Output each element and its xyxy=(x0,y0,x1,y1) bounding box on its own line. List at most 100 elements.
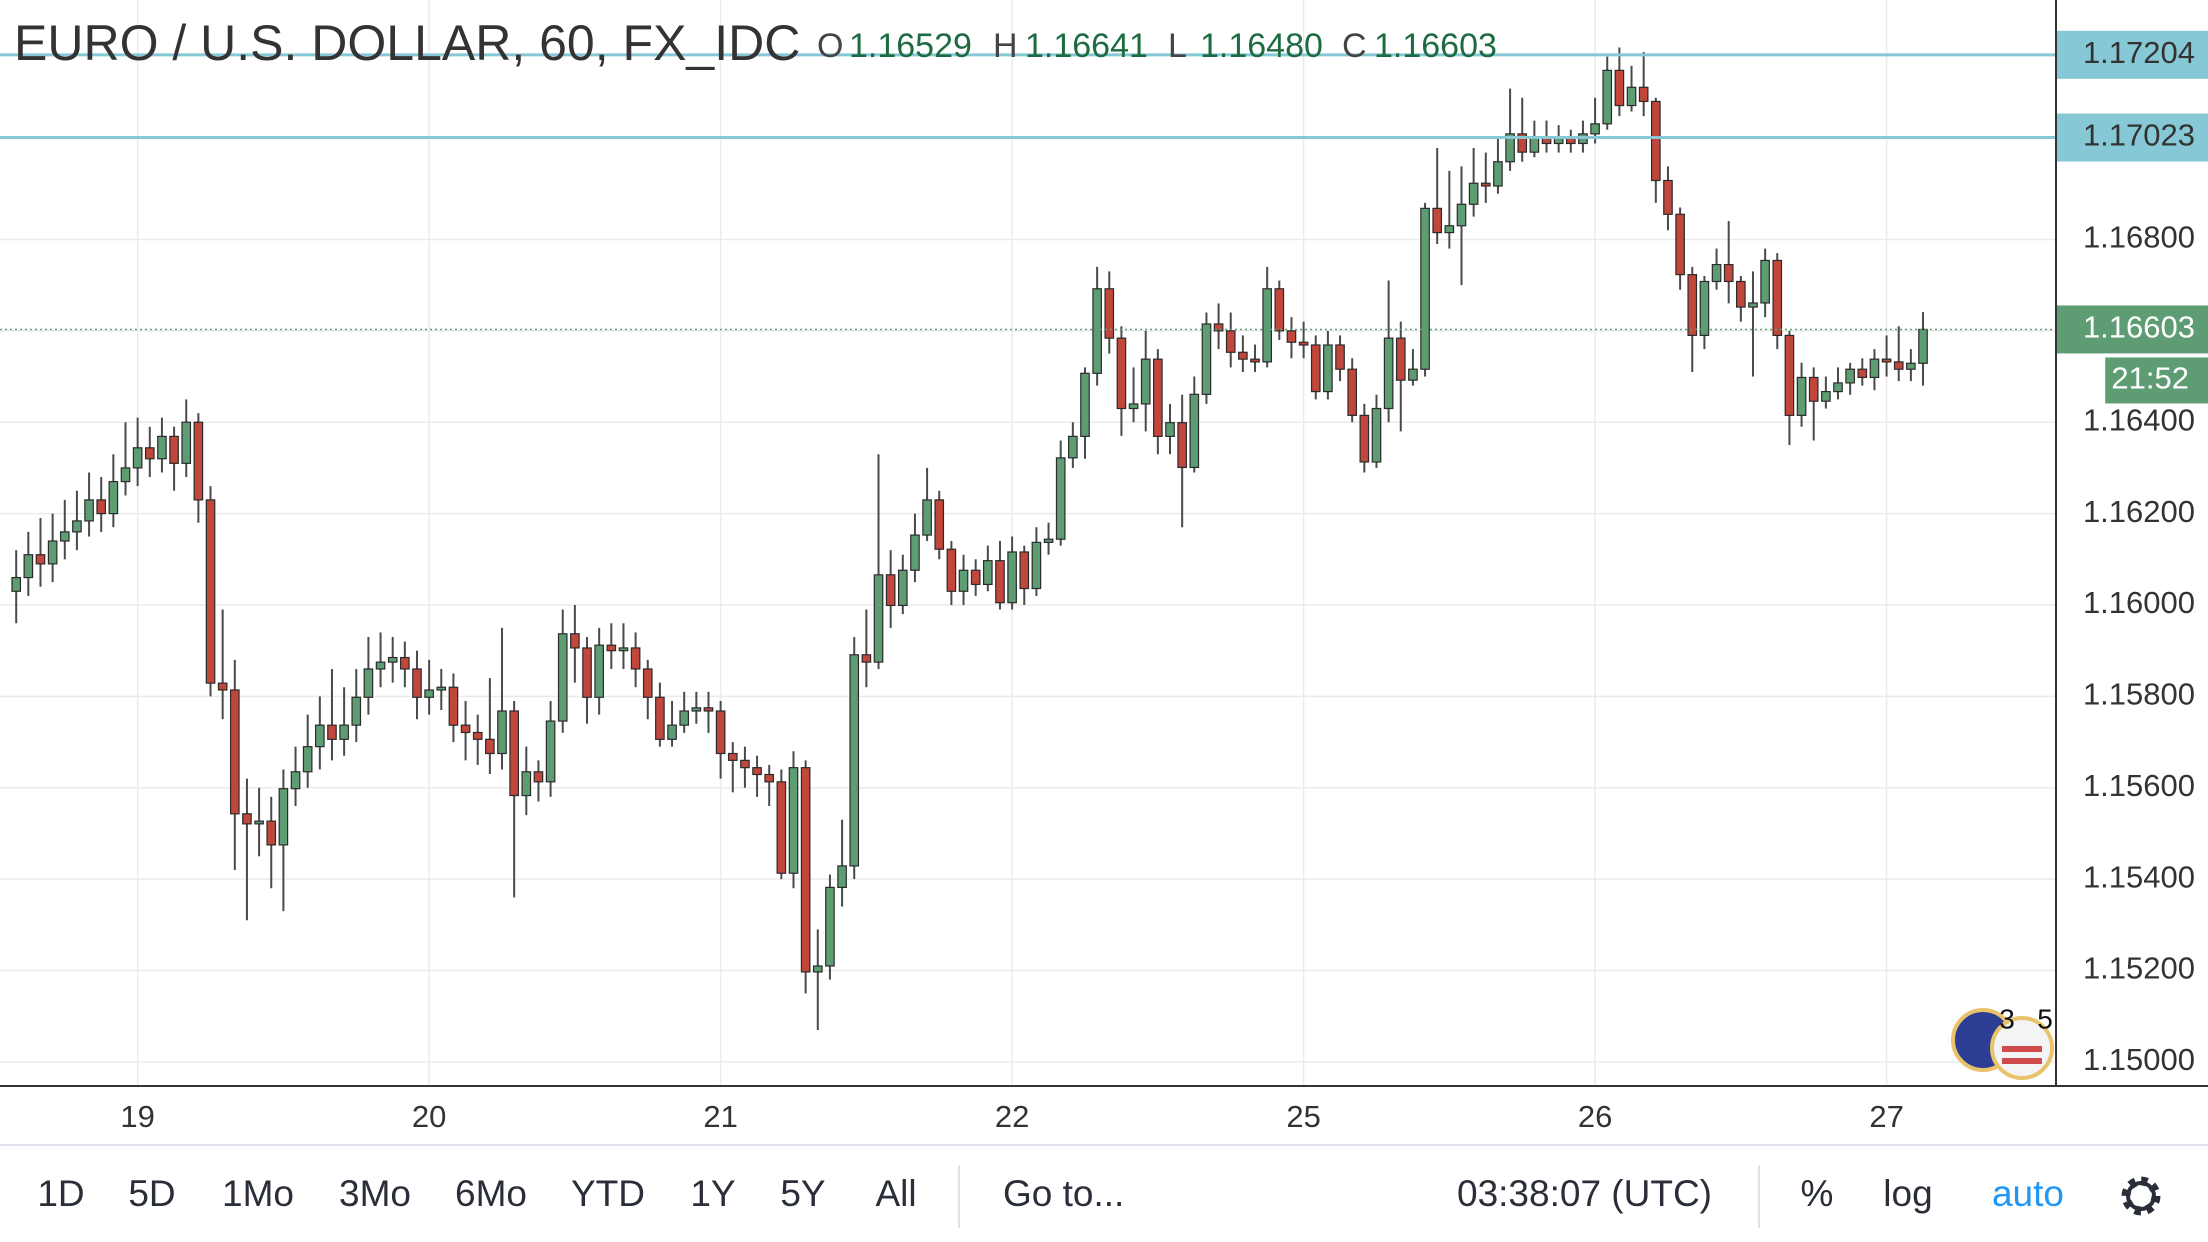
y-tick-label: 1.16400 xyxy=(2083,402,2195,437)
candle-body xyxy=(1165,422,1175,437)
candle-body xyxy=(1274,288,1285,332)
ohlc-key: L xyxy=(1168,27,1187,65)
candle-body xyxy=(1432,207,1443,234)
range-button[interactable]: YTD xyxy=(571,1173,645,1214)
y-tick-label: 1.16000 xyxy=(2083,585,2195,620)
ohlc-value: 1.16641 xyxy=(1025,27,1148,65)
candle-body xyxy=(497,710,507,755)
candle-body xyxy=(958,569,969,592)
candle-body xyxy=(205,499,216,684)
candle-body xyxy=(1007,551,1017,604)
candle-body xyxy=(764,773,775,783)
candle-body xyxy=(1383,337,1394,410)
candle-body xyxy=(1055,457,1066,540)
candle-body xyxy=(557,633,568,722)
candle-body xyxy=(1529,137,1540,153)
x-tick-label: 19 xyxy=(120,1099,154,1134)
candle-body xyxy=(897,569,908,607)
candle-body xyxy=(1128,403,1139,410)
y-tick-label: 1.15600 xyxy=(2083,768,2195,803)
candle-body xyxy=(23,554,34,579)
countdown-box xyxy=(2105,357,2208,404)
candle-body xyxy=(873,574,884,663)
range-button[interactable]: 5D xyxy=(128,1173,175,1214)
candle-body xyxy=(1808,376,1819,402)
candle-body xyxy=(229,689,240,815)
candle-body xyxy=(1189,393,1200,469)
candle-body xyxy=(387,656,398,663)
candle-body xyxy=(655,696,665,740)
percent-toggle[interactable]: % xyxy=(1801,1173,1834,1214)
candle-body xyxy=(983,560,993,586)
auto-toggle[interactable]: auto xyxy=(1992,1173,2064,1214)
candle-body xyxy=(1420,207,1430,370)
candle-body xyxy=(1687,274,1698,336)
y-tick-label: 1.15000 xyxy=(2083,1042,2195,1077)
event-flag-stripe xyxy=(2002,1046,2042,1052)
candle-body xyxy=(606,644,617,652)
candle-body xyxy=(302,746,313,773)
candle-body xyxy=(11,576,22,592)
y-tick-label: 1.15800 xyxy=(2083,677,2195,712)
candle-body xyxy=(242,813,252,825)
x-tick-label: 27 xyxy=(1869,1099,1903,1134)
candle-body xyxy=(1298,341,1309,346)
candle-body xyxy=(1371,407,1382,463)
candle-body xyxy=(363,668,374,698)
candle-body xyxy=(1881,358,1892,363)
clock[interactable]: 03:38:07 (UTC) xyxy=(1457,1173,1712,1214)
candle-body xyxy=(181,421,192,464)
event-count: 5 xyxy=(2037,1003,2053,1034)
candle-body xyxy=(448,686,459,726)
candle-body xyxy=(412,668,422,698)
candle-body xyxy=(1116,337,1127,410)
candle-body xyxy=(533,771,544,783)
candle-body xyxy=(1493,161,1503,187)
candle-body xyxy=(946,548,957,592)
range-button[interactable]: 5Y xyxy=(780,1173,825,1214)
candle-body xyxy=(1796,376,1807,416)
candle-body xyxy=(193,421,204,501)
candle-body xyxy=(910,534,920,571)
candle-body xyxy=(1614,69,1625,107)
candle-body xyxy=(1893,361,1904,370)
candle-body xyxy=(1335,344,1345,370)
goto-button[interactable]: Go to... xyxy=(1003,1173,1124,1214)
candle-body xyxy=(1080,372,1090,437)
candle-body xyxy=(812,965,823,973)
candle-body xyxy=(472,731,483,740)
candle-body xyxy=(934,499,945,550)
candle-body xyxy=(485,738,495,755)
candle-body xyxy=(667,724,677,740)
range-button[interactable]: 1Mo xyxy=(222,1173,294,1214)
candle-body xyxy=(995,560,1005,604)
candle-body xyxy=(339,724,349,740)
ohlc-key: C xyxy=(1342,27,1367,65)
range-button[interactable]: 1D xyxy=(37,1173,84,1214)
candle-body xyxy=(120,467,131,483)
event-flag-stripe xyxy=(2002,1058,2042,1064)
y-tick-label: 1.15400 xyxy=(2083,859,2195,894)
candle-body xyxy=(1505,133,1515,163)
candle-body xyxy=(1408,368,1418,381)
candle-body xyxy=(1177,422,1187,469)
range-button[interactable]: All xyxy=(875,1173,916,1214)
candle-body xyxy=(1748,302,1758,308)
log-toggle[interactable]: log xyxy=(1883,1173,1932,1214)
candle-body xyxy=(521,771,532,797)
settings-icon[interactable] xyxy=(2121,1176,2161,1216)
range-button[interactable]: 3Mo xyxy=(339,1173,411,1214)
candle-body xyxy=(266,820,277,846)
candle-body xyxy=(424,689,434,698)
last-price-label: 1.16603 xyxy=(2083,310,2195,345)
range-button[interactable]: 1Y xyxy=(690,1173,735,1214)
range-button[interactable]: 6Mo xyxy=(455,1173,527,1214)
candle-body xyxy=(1602,69,1613,125)
ohlc-value: 1.16529 xyxy=(849,27,972,65)
x-tick-label: 22 xyxy=(995,1099,1029,1134)
candle-body xyxy=(970,569,981,586)
candle-body xyxy=(1833,382,1843,393)
candle-body xyxy=(1444,225,1455,234)
candle-body xyxy=(1723,263,1734,283)
